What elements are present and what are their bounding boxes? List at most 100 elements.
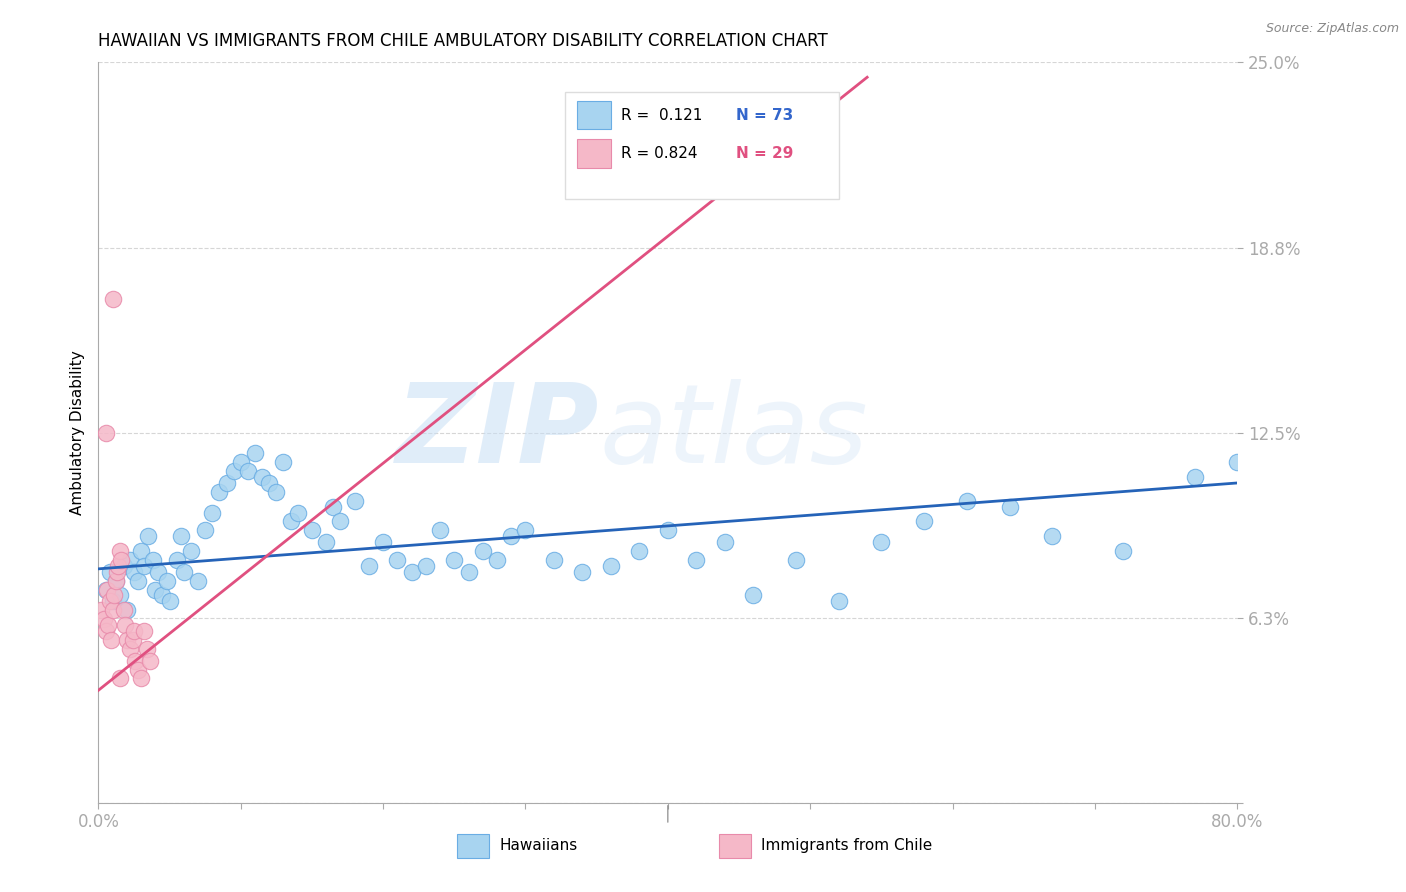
Point — [115, 632, 138, 647]
Point — [280, 515, 302, 529]
Point — [98, 565, 121, 579]
Point — [571, 565, 593, 579]
Point — [1226, 455, 1249, 469]
Point — [104, 574, 127, 588]
Text: HAWAIIAN VS IMMIGRANTS FROM CHILE AMBULATORY DISABILITY CORRELATION CHART: HAWAIIAN VS IMMIGRANTS FROM CHILE AMBULA… — [98, 32, 828, 50]
Point — [145, 582, 167, 597]
Point — [187, 574, 209, 588]
Point — [343, 493, 366, 508]
FancyBboxPatch shape — [565, 92, 839, 200]
Point — [870, 535, 893, 549]
Point — [112, 558, 135, 573]
Point — [387, 553, 409, 567]
Point — [114, 618, 136, 632]
Point — [96, 582, 118, 597]
Point — [259, 475, 281, 490]
Point — [148, 565, 170, 579]
Point — [173, 565, 195, 579]
Point — [1112, 544, 1135, 558]
Point — [98, 594, 121, 608]
Text: N = 73: N = 73 — [737, 108, 793, 122]
Point — [628, 544, 651, 558]
Text: Immigrants from Chile: Immigrants from Chile — [761, 838, 932, 854]
Point — [329, 515, 352, 529]
Point — [357, 558, 380, 573]
Point — [108, 672, 131, 686]
Y-axis label: Ambulatory Disability: Ambulatory Disability — [69, 351, 84, 515]
Point — [118, 641, 141, 656]
Point — [105, 565, 128, 579]
Text: Source: ZipAtlas.com: Source: ZipAtlas.com — [1265, 22, 1399, 36]
Point — [266, 484, 288, 499]
Text: ZIP: ZIP — [396, 379, 599, 486]
Point — [104, 574, 127, 588]
Point — [222, 464, 245, 478]
Point — [322, 500, 344, 514]
Point — [132, 558, 155, 573]
Point — [415, 558, 437, 573]
Point — [152, 589, 174, 603]
Point — [156, 574, 179, 588]
Point — [785, 553, 807, 567]
Point — [998, 500, 1021, 514]
Point — [127, 663, 149, 677]
Point — [112, 603, 135, 617]
Point — [471, 544, 494, 558]
Point — [657, 524, 679, 538]
Point — [301, 524, 323, 538]
Text: R =  0.121: R = 0.121 — [621, 108, 703, 122]
Point — [94, 582, 117, 597]
Point — [129, 544, 152, 558]
Point — [315, 535, 337, 549]
Point — [287, 506, 309, 520]
Point — [108, 544, 131, 558]
Point — [170, 529, 193, 543]
Point — [101, 603, 124, 617]
Point — [429, 524, 451, 538]
Point — [600, 558, 623, 573]
Point — [124, 654, 146, 668]
Point — [501, 529, 523, 543]
Point — [136, 529, 159, 543]
Point — [685, 553, 707, 567]
Text: N = 29: N = 29 — [737, 146, 793, 161]
Point — [93, 612, 115, 626]
Point — [828, 594, 851, 608]
Point — [101, 594, 124, 608]
Point — [180, 544, 202, 558]
Point — [236, 464, 259, 478]
Point — [1184, 470, 1206, 484]
Point — [107, 558, 129, 573]
Point — [243, 446, 266, 460]
Point — [543, 553, 565, 567]
Point — [956, 493, 979, 508]
Point — [141, 553, 163, 567]
Point — [135, 641, 157, 656]
Point — [121, 632, 143, 647]
Text: atlas: atlas — [599, 379, 868, 486]
Point — [110, 553, 132, 567]
Point — [515, 524, 537, 538]
Point — [129, 672, 152, 686]
Point — [94, 624, 117, 638]
Point — [1040, 529, 1063, 543]
Point — [201, 506, 224, 520]
Point — [122, 565, 145, 579]
FancyBboxPatch shape — [576, 139, 610, 168]
Point — [742, 589, 765, 603]
Point — [215, 475, 238, 490]
Point — [103, 589, 125, 603]
Point — [90, 603, 112, 617]
Point — [100, 632, 122, 647]
Point — [132, 624, 155, 638]
Point — [912, 515, 935, 529]
Point — [138, 654, 160, 668]
Point — [443, 553, 465, 567]
Point — [127, 574, 149, 588]
Point — [194, 524, 217, 538]
Point — [97, 618, 120, 632]
Text: Hawaiians: Hawaiians — [499, 838, 578, 854]
Point — [115, 603, 138, 617]
Point — [159, 594, 181, 608]
Point — [373, 535, 395, 549]
